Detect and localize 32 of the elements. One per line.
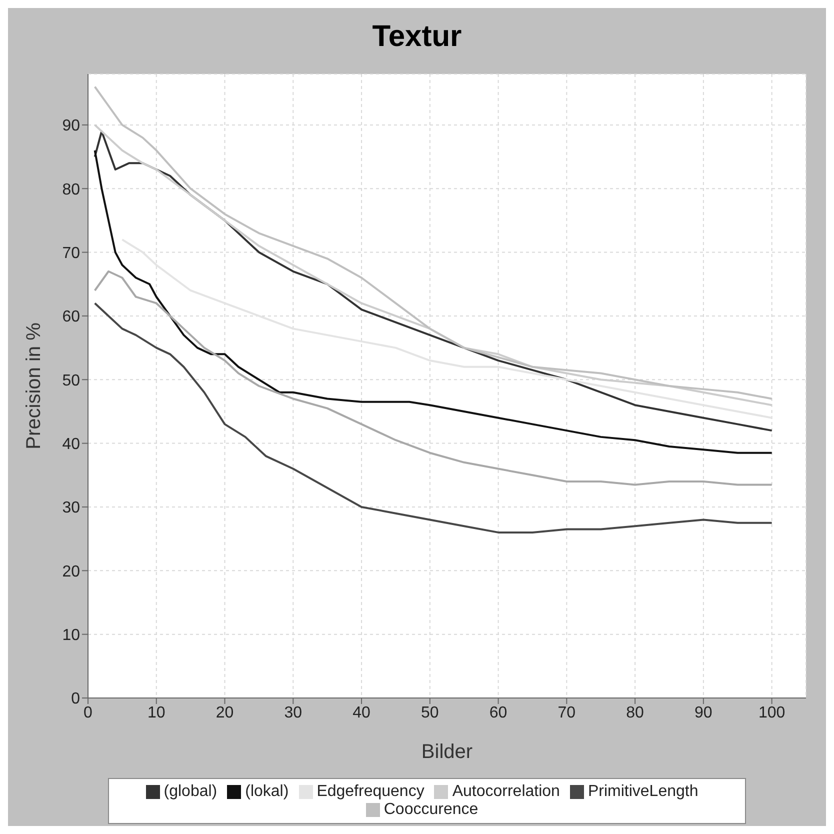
y-tick-label: 30 (62, 500, 80, 517)
x-tick-label: 100 (758, 704, 786, 722)
y-axis-title: Precision in % (23, 322, 46, 450)
x-tick-label: 80 (626, 704, 644, 722)
legend-label: (lokal) (245, 783, 289, 800)
y-tick-label: 50 (62, 372, 80, 390)
x-tick-label: 40 (352, 704, 371, 722)
x-tick-label: 20 (216, 704, 234, 722)
x-tick-label: 0 (84, 704, 93, 722)
chart-title: Textur (371, 19, 463, 55)
legend-label: (global) (164, 783, 218, 800)
legend-label: Edgefrequency (316, 783, 424, 800)
y-tick-label: 10 (62, 627, 80, 644)
x-tick-label: 30 (284, 704, 302, 722)
y-tick-label: 40 (62, 436, 80, 453)
line-series (94, 302, 773, 534)
x-tick-label: 90 (694, 704, 712, 722)
legend-label: Cooccurence (384, 801, 478, 818)
line-series (94, 270, 773, 486)
y-tick-label: 60 (62, 308, 80, 326)
y-tick-label: 90 (62, 118, 80, 135)
x-tick-label: 50 (421, 704, 439, 722)
x-tick-label: 10 (147, 704, 166, 722)
y-tick-label: 0 (71, 690, 80, 708)
y-tick-label: 20 (62, 563, 80, 580)
y-tick-label: 80 (62, 181, 80, 198)
legend-label: PrimitiveLength (588, 783, 698, 800)
x-tick-label: 70 (558, 704, 576, 722)
x-tick-label: 60 (489, 704, 508, 722)
y-tick-label: 70 (62, 244, 80, 262)
x-axis-title: Bilder (421, 741, 473, 763)
legend-label: Autocorrelation (452, 783, 560, 800)
